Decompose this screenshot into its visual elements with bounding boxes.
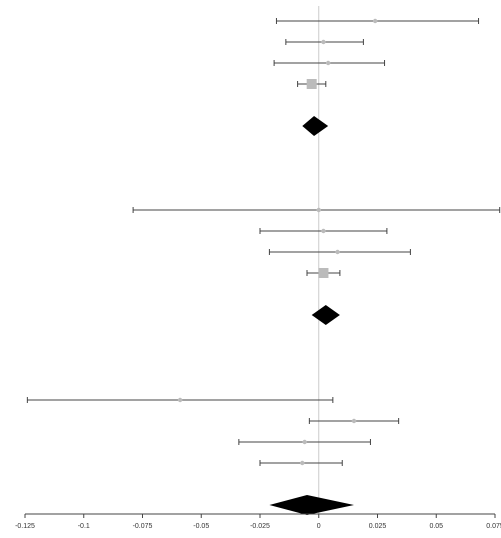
x-tick-label: 0.075 [486,523,501,530]
x-axis: -0.125 -0.1 -0.075 -0.05 -0.025 0 0.025 0.05 0.0… [15,513,501,530]
study-point [300,460,305,466]
x-tick-label: 0.025 [369,523,387,530]
study-point [316,207,321,213]
x-tick-label: -0.075 [133,523,153,530]
x-tick-label: -0.025 [250,523,270,530]
study-point [321,228,326,234]
study-point [177,397,183,403]
summary-diamond [302,116,329,136]
summary-diamond [269,495,354,515]
x-tick-label: -0.125 [15,523,35,530]
study-point [325,60,331,66]
study-point [302,439,307,445]
study-point-square [318,268,329,278]
study-point-square [306,79,317,89]
x-tick-label: -0.1 [78,523,90,530]
x-tick-label: 0.05 [429,523,443,530]
x-tick-label: -0.05 [193,523,209,530]
study-point [321,39,326,45]
study-point [351,418,357,424]
marks-layer [26,18,501,515]
study-point [335,249,340,255]
summary-diamond [311,305,340,325]
x-tick-label: 0 [317,523,321,530]
study-point [372,18,378,24]
